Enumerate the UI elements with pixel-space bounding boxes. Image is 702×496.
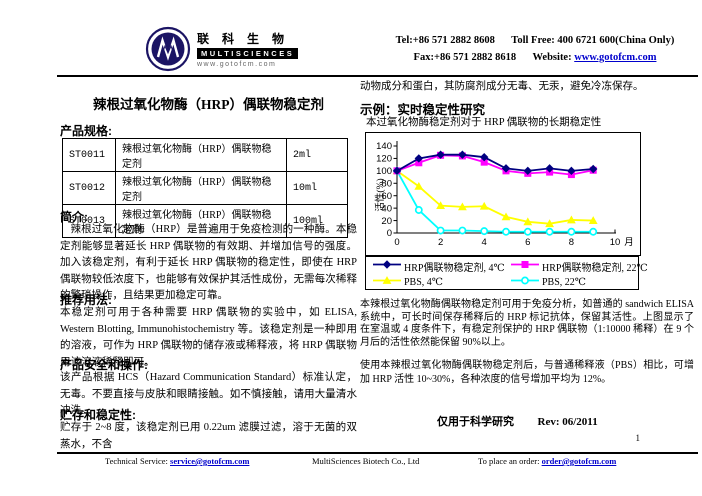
- product-name: 辣根过氧化物酶（HRP）偶联物稳定剂: [115, 171, 287, 205]
- product-name: 辣根过氧化物酶（HRP）偶联物稳定剂: [115, 138, 287, 172]
- footer-tech-service: Technical Service: service@gotofcm.com: [105, 456, 249, 466]
- svg-text:80: 80: [381, 178, 392, 189]
- chart-legend: HRP偶联物稳定剂, 4℃ HRP偶联物稳定剂, 22℃ PBS, 4℃ PBS…: [365, 256, 648, 290]
- page-title: 辣根过氧化物酶（HRP）偶联物稳定剂: [93, 97, 324, 112]
- svg-text:60: 60: [381, 191, 392, 202]
- safety-heading: 产品安全和操作:: [60, 358, 148, 372]
- intro-heading: 简介:: [60, 210, 88, 224]
- header-contact: Tel:+86 571 2882 8608 Toll Free: 400 672…: [370, 32, 700, 66]
- product-name: 辣根过氧化物酶（HRP）偶联物稳定剂: [115, 204, 287, 238]
- legend-label: PBS, 4℃: [404, 276, 443, 288]
- contact-line2: Fax:+86 571 2882 8618 Website: www.gotof…: [370, 49, 700, 66]
- product-size: 2ml: [286, 138, 348, 172]
- specs-heading: 产品规格:: [60, 124, 112, 138]
- tollfree-number: Toll Free: 400 6721 600(China Only): [511, 35, 675, 46]
- legend-label: HRP偶联物稳定剂, 22℃: [542, 262, 648, 274]
- logo-website: www.gotofcm.com: [197, 61, 277, 68]
- example-subtitle: 本过氧化物酶稳定剂对于 HRP 偶联物的长期稳定性: [366, 117, 602, 128]
- legend-item: HRP偶联物稳定剂, 4℃: [373, 259, 511, 274]
- catalog-number: ST0011: [62, 138, 116, 172]
- svg-text:20: 20: [381, 216, 392, 227]
- logo-cn-name: 联 科 生 物: [197, 32, 290, 46]
- research-use-statement: 仅用于科学研究 Rev: 06/2011: [437, 413, 598, 429]
- legend-swatch-triangle-icon: [373, 275, 401, 289]
- example-heading: 示例：实时稳定性研究: [360, 103, 486, 117]
- svg-text:140: 140: [376, 141, 392, 152]
- svg-text:40: 40: [381, 203, 392, 214]
- revision-label: Rev: 06/2011: [537, 416, 598, 428]
- legend-item: HRP偶联物稳定剂, 22℃: [511, 259, 648, 274]
- fax-number: Fax:+86 571 2882 8618: [413, 52, 517, 63]
- table-row: ST0011 辣根过氧化物酶（HRP）偶联物稳定剂 2ml: [62, 138, 348, 172]
- analysis-paragraph-2: 使用本辣根过氧化物酶偶联物稳定剂后，与普通稀释液（PBS）相比，可增加 HRP …: [360, 360, 694, 385]
- footer-divider: [57, 452, 698, 454]
- usage-text: 本稳定剂可用于各种需要 HRP 偶联物的实验中，如 ELISA, Western…: [60, 307, 357, 368]
- specs-table: ST0011 辣根过氧化物酶（HRP）偶联物稳定剂 2ml ST0012 辣根过…: [62, 138, 348, 238]
- legend-swatch-square-icon: [511, 259, 539, 273]
- svg-text:120: 120: [376, 154, 392, 165]
- company-logo: 联 科 生 物 MULTISCIENCES www.gotofcm.com: [145, 26, 299, 72]
- website-link[interactable]: www.gotofcm.com: [574, 52, 657, 63]
- table-row: ST0013 辣根过氧化物酶（HRP）偶联物稳定剂 100ml: [62, 204, 348, 238]
- legend-swatch-circle-icon: [511, 275, 539, 289]
- svg-text:月: 月: [624, 237, 634, 248]
- legend-item: PBS, 4℃: [373, 275, 511, 289]
- svg-text:4: 4: [482, 237, 487, 248]
- legend-swatch-diamond-icon: [373, 259, 401, 273]
- storage-text: 贮存于 2~8 度，该稳定剂已用 0.22um 滤膜过滤，溶于无菌的双蒸水，不含: [60, 422, 357, 450]
- page-number: 1: [635, 433, 641, 443]
- svg-text:100: 100: [376, 166, 392, 177]
- catalog-number: ST0013: [62, 204, 116, 238]
- analysis-paragraph-1: 本辣根过氧化物酶偶联物稳定剂可用于免疫分析，如普通的 sandwich ELIS…: [360, 299, 694, 348]
- intro-text: 辣根过氧化物酶（HRP）是普遍用于免疫检测的一种酶。本稳定剂能够显著延长 HRP…: [60, 224, 357, 301]
- stability-chart: 活性(%) 0 20 40 60 80 100 120 140 0 2 4 6 8 10 月: [365, 132, 641, 256]
- order-label: To place an order:: [478, 456, 542, 466]
- chart-y-axis-label: 活性(%): [376, 178, 386, 212]
- footer-company-name: MultiSciences Biotech Co., Ltd: [312, 456, 420, 466]
- svg-text:10: 10: [610, 237, 621, 248]
- contact-line1: Tel:+86 571 2882 8608 Toll Free: 400 672…: [370, 32, 700, 49]
- svg-text:0: 0: [387, 228, 392, 239]
- legend-label: HRP偶联物稳定剂, 4℃: [404, 262, 505, 274]
- product-size: 100ml: [286, 204, 348, 238]
- product-size: 10ml: [286, 171, 348, 205]
- storage-heading: 贮存和稳定性:: [60, 408, 136, 422]
- svg-text:8: 8: [569, 237, 574, 248]
- research-only-label: 仅用于科学研究: [437, 416, 514, 428]
- safety-text: 该产品根据 HCS（Hazard Communication Standard）…: [60, 372, 357, 416]
- tel-number: Tel:+86 571 2882 8608: [395, 35, 495, 46]
- header-divider: [57, 75, 698, 77]
- footer-order: To place an order: order@gotofcm.com: [478, 456, 616, 466]
- storage-continuation-text: 动物成分和蛋白，其防腐剂成分无毒、无汞，避免冷冻保存。: [360, 81, 644, 92]
- order-email-link[interactable]: order@gotofcm.com: [541, 456, 617, 466]
- catalog-number: ST0012: [62, 171, 116, 205]
- svg-text:6: 6: [525, 237, 530, 248]
- usage-heading: 推荐用法:: [60, 293, 112, 307]
- tech-service-email-link[interactable]: service@gotofcm.com: [170, 456, 250, 466]
- logo-icon: [145, 26, 191, 72]
- logo-en-name: MULTISCIENCES: [197, 48, 299, 59]
- legend-item: PBS, 22℃: [511, 275, 648, 289]
- website-label: Website:: [532, 52, 572, 63]
- tech-service-label: Technical Service:: [105, 456, 171, 466]
- svg-text:2: 2: [438, 237, 443, 248]
- legend-label: PBS, 22℃: [542, 276, 586, 288]
- table-row: ST0012 辣根过氧化物酶（HRP）偶联物稳定剂 10ml: [62, 171, 348, 205]
- svg-text:0: 0: [394, 237, 399, 248]
